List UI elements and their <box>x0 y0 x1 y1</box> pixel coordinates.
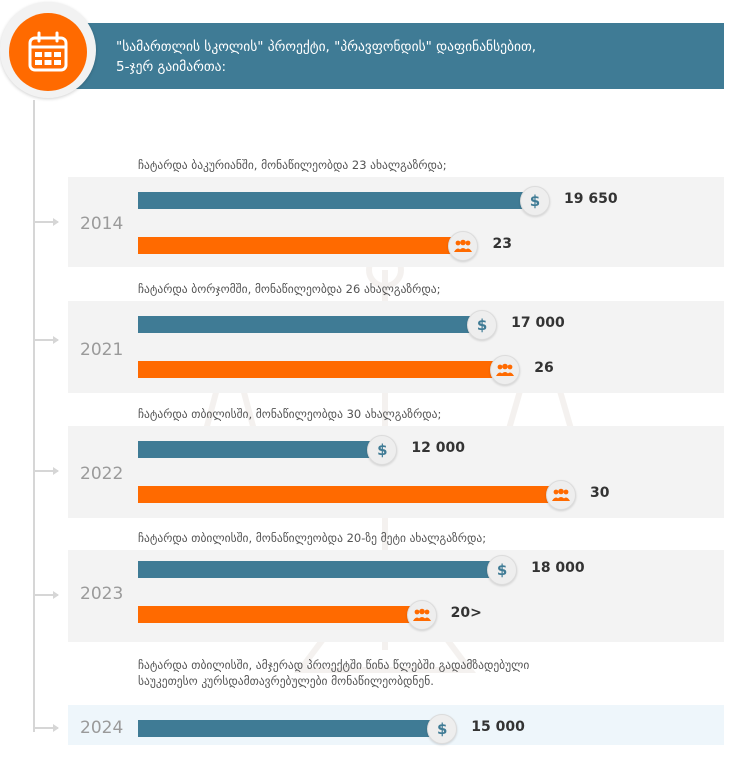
funding-value: 17 000 <box>511 315 565 331</box>
calendar-badge <box>0 2 96 98</box>
participants-value: 26 <box>534 360 554 376</box>
participants-bar <box>138 486 556 503</box>
funding-value: 18 000 <box>531 560 585 576</box>
funding-bar <box>138 316 478 333</box>
funding-bar <box>138 192 530 209</box>
funding-bar <box>138 561 498 578</box>
participants-value: 23 <box>492 236 512 252</box>
year-band <box>68 426 724 518</box>
dollar-icon: $ <box>487 555 518 585</box>
participants-bar <box>138 361 501 378</box>
header-title: "სამართლის სკოლის" პროექტი, "პრავფონდის"… <box>116 39 537 75</box>
participants-bar <box>138 606 417 623</box>
year-label: 2014 <box>80 214 124 234</box>
year-description: ჩატარდა თბილისში, ამჯერად პროექტში წინა … <box>138 658 530 688</box>
timeline-arrow <box>34 218 59 226</box>
dollar-icon: $ <box>367 435 398 465</box>
people-icon <box>546 480 576 510</box>
participants-bar <box>138 237 459 254</box>
funding-value: 15 000 <box>471 719 525 735</box>
year-description: ჩატარდა თბილისში, მონაწილეობდა 30 ახალგა… <box>138 407 442 421</box>
year-description: ჩატარდა თბილისში, მონაწილეობდა 20-ზე მეტ… <box>138 531 487 545</box>
header-banner: "სამართლის სკოლის" პროექტი, "პრავფონდის"… <box>28 23 724 89</box>
dollar-icon: $ <box>427 714 458 744</box>
dollar-icon: $ <box>467 310 498 340</box>
funding-value: 19 650 <box>564 191 618 207</box>
year-description: ჩატარდა ბაკურიანში, მონაწილეობდა 23 ახალ… <box>138 158 447 172</box>
year-band <box>68 301 724 393</box>
year-label: 2023 <box>80 584 124 604</box>
calendar-icon <box>28 31 68 72</box>
funding-bar <box>138 441 378 458</box>
funding-bar <box>138 720 438 737</box>
year-label: 2022 <box>80 464 124 484</box>
timeline-arrow <box>34 467 59 475</box>
dollar-icon: $ <box>520 186 550 216</box>
people-icon <box>490 355 521 385</box>
timeline-arrow <box>34 591 59 599</box>
participants-value: 30 <box>590 485 610 501</box>
year-label: 2021 <box>80 340 124 360</box>
people-icon <box>448 231 479 261</box>
year-label: 2024 <box>80 718 124 738</box>
people-icon <box>406 600 437 630</box>
year-description: ჩატარდა ბორჯომში, მონაწილეობდა 26 ახალგა… <box>138 282 441 296</box>
participants-value: 20> <box>450 605 482 621</box>
timeline-line <box>33 100 35 732</box>
timeline-arrow <box>34 724 59 732</box>
timeline-arrow <box>34 336 59 344</box>
funding-value: 12 000 <box>411 440 465 456</box>
